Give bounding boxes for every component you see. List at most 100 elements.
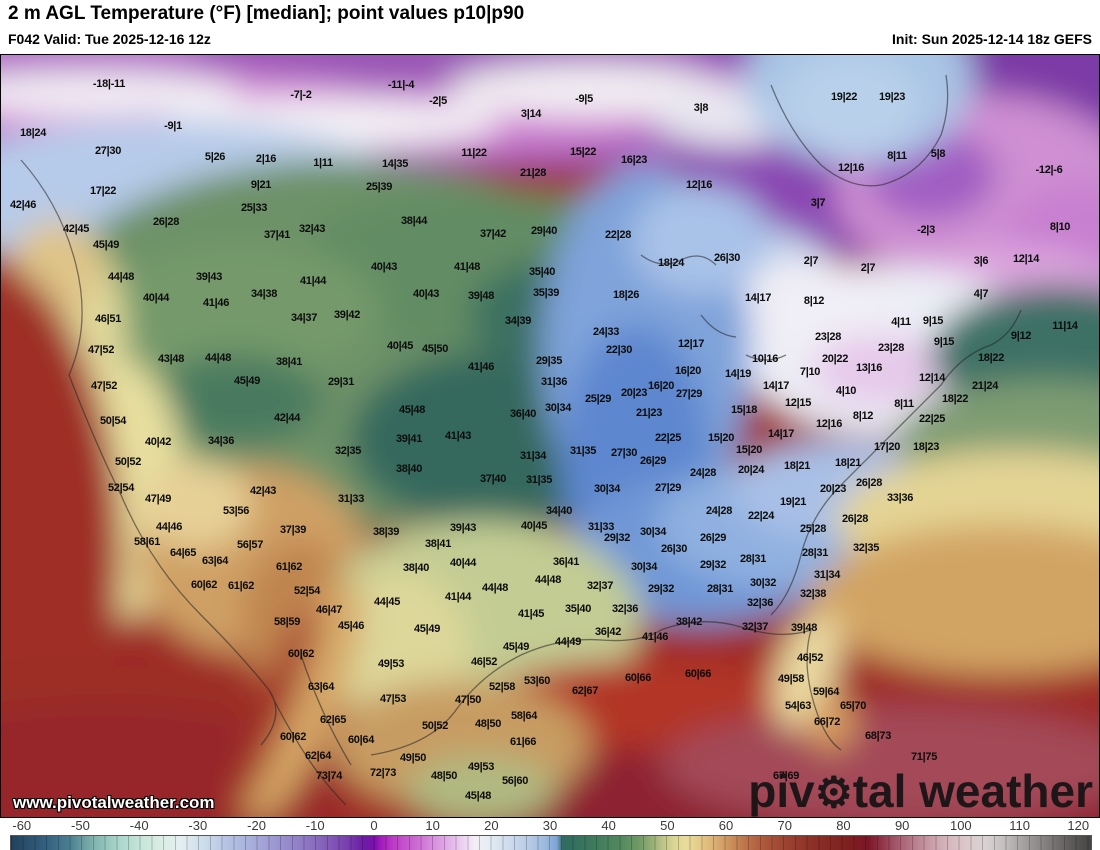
point-value: 8|10 — [1049, 221, 1071, 233]
point-value: 20|24 — [737, 464, 765, 476]
coastlines — [20, 74, 1022, 806]
point-value: 32|36 — [611, 603, 639, 615]
point-value: 32|43 — [298, 223, 326, 235]
point-value: 8|11 — [894, 398, 914, 410]
point-value: 61|66 — [509, 736, 537, 748]
point-value: 42|46 — [9, 199, 37, 211]
point-value: 41|46 — [202, 297, 230, 309]
point-value: 15|18 — [730, 404, 758, 416]
point-value: 72|73 — [369, 767, 397, 779]
point-value: 62|67 — [571, 685, 599, 697]
point-value: 38|44 — [400, 215, 428, 227]
point-value: -2|3 — [917, 224, 935, 236]
colorbar-tick-label: -10 — [305, 818, 325, 833]
point-value-layer: -18|-11 -7|-2 -9|1 18|24 27|30 5|26 2|16 1|11 17… — [1, 55, 1099, 817]
point-value: 44|48 — [107, 271, 135, 283]
point-value: 65|70 — [839, 700, 867, 712]
colorbar-tick-label: 110 — [1009, 818, 1030, 833]
point-value: 21|28 — [519, 167, 547, 179]
point-value: 9|15 — [922, 315, 944, 327]
point-value: 44|48 — [481, 582, 509, 594]
colorbar-tick-label: 10 — [425, 818, 440, 833]
point-value: 40|43 — [412, 288, 440, 300]
point-value: 37|42 — [479, 228, 507, 240]
point-value: 8|11 — [887, 150, 907, 162]
point-value: 4|10 — [835, 385, 857, 397]
point-value: 49|53 — [467, 761, 495, 773]
point-value: 15|20 — [707, 432, 735, 444]
point-value: 32|37 — [741, 621, 769, 633]
point-value: 31|35 — [525, 474, 553, 486]
point-value: 2|7 — [803, 255, 819, 267]
colorbar-gradient — [11, 836, 1091, 850]
point-value: 29|32 — [699, 559, 727, 571]
point-value: 49|58 — [777, 673, 805, 685]
point-value: 60|62 — [190, 579, 218, 591]
point-value: 66|72 — [813, 716, 841, 728]
colorbar: -60 -50 -40 -30 -20 -10 0 10 20 30 40 50 60 70 80 90 100… — [0, 818, 1100, 850]
colorbar-tick-label: 30 — [542, 818, 558, 833]
colorbar-tick-label: 70 — [777, 818, 793, 833]
point-value: 31|34 — [813, 569, 841, 581]
point-value: 45|48 — [464, 790, 492, 802]
point-value: 34|38 — [250, 288, 278, 300]
point-value: 58|61 — [133, 536, 161, 548]
point-value: 42|45 — [62, 223, 90, 235]
point-value: 15|20 — [735, 444, 763, 456]
point-value: 15|22 — [569, 146, 597, 158]
page-title: 2 m AGL Temperature (°F) [median]; point… — [8, 3, 525, 24]
point-value: 62|65 — [319, 714, 347, 726]
point-value: 25|29 — [584, 393, 612, 405]
point-value: 37|41 — [263, 229, 291, 241]
point-value: 68|73 — [864, 730, 892, 742]
colorbar-divisions — [11, 836, 1091, 850]
logo-text-pre: piv — [748, 765, 815, 818]
point-value: 9|15 — [933, 336, 955, 348]
point-value: 41|43 — [444, 430, 472, 442]
point-value: 45|49 — [413, 623, 441, 635]
point-value: 47|49 — [144, 493, 172, 505]
point-value: 45|49 — [502, 641, 530, 653]
point-value: 20|23 — [620, 387, 648, 399]
point-value: 1|11 — [313, 157, 333, 169]
point-value: 16|23 — [620, 154, 648, 166]
point-value: 44|49 — [554, 636, 582, 648]
point-value: 35|39 — [532, 287, 560, 299]
point-value: 60|62 — [287, 648, 315, 660]
point-value: 12|14 — [918, 372, 946, 384]
point-value: 59|64 — [812, 686, 840, 698]
point-value: 71|75 — [910, 751, 938, 763]
point-value: -9|5 — [575, 93, 593, 105]
point-value: 38|39 — [372, 526, 400, 538]
point-value: 48|50 — [474, 718, 502, 730]
point-value: 41|44 — [299, 275, 327, 287]
point-value: 22|25 — [654, 432, 682, 444]
point-value: 56|60 — [501, 775, 529, 787]
point-value: 46|47 — [315, 604, 343, 616]
point-value: 39|41 — [395, 433, 423, 445]
point-value: 30|32 — [749, 577, 777, 589]
point-value: 19|23 — [878, 91, 906, 103]
point-value: 23|28 — [814, 331, 842, 343]
point-value: 36|41 — [552, 556, 580, 568]
point-value: 38|40 — [402, 562, 430, 574]
point-value: 31|33 — [337, 493, 365, 505]
colorbar-tick-label: 100 — [949, 818, 972, 833]
point-value: 5|8 — [930, 148, 946, 160]
temperature-map: -18|-11 -7|-2 -9|1 18|24 27|30 5|26 2|16 1|11 17… — [0, 54, 1100, 818]
point-value: 3|6 — [973, 255, 989, 267]
point-value: 8|12 — [852, 410, 874, 422]
point-value: -18|-11 — [92, 78, 126, 90]
point-value: 23|28 — [877, 342, 905, 354]
point-value: 12|16 — [685, 179, 713, 191]
point-value: 47|52 — [87, 344, 115, 356]
point-value: 52|54 — [107, 482, 135, 494]
point-value: 32|37 — [586, 580, 614, 592]
point-value: 38|41 — [424, 538, 452, 550]
colorbar-tick-label: -30 — [188, 818, 208, 833]
point-value: 32|36 — [746, 597, 774, 609]
point-value: 67|69 — [772, 770, 800, 782]
point-value: 56|57 — [236, 539, 264, 551]
point-value: 32|35 — [334, 445, 362, 457]
